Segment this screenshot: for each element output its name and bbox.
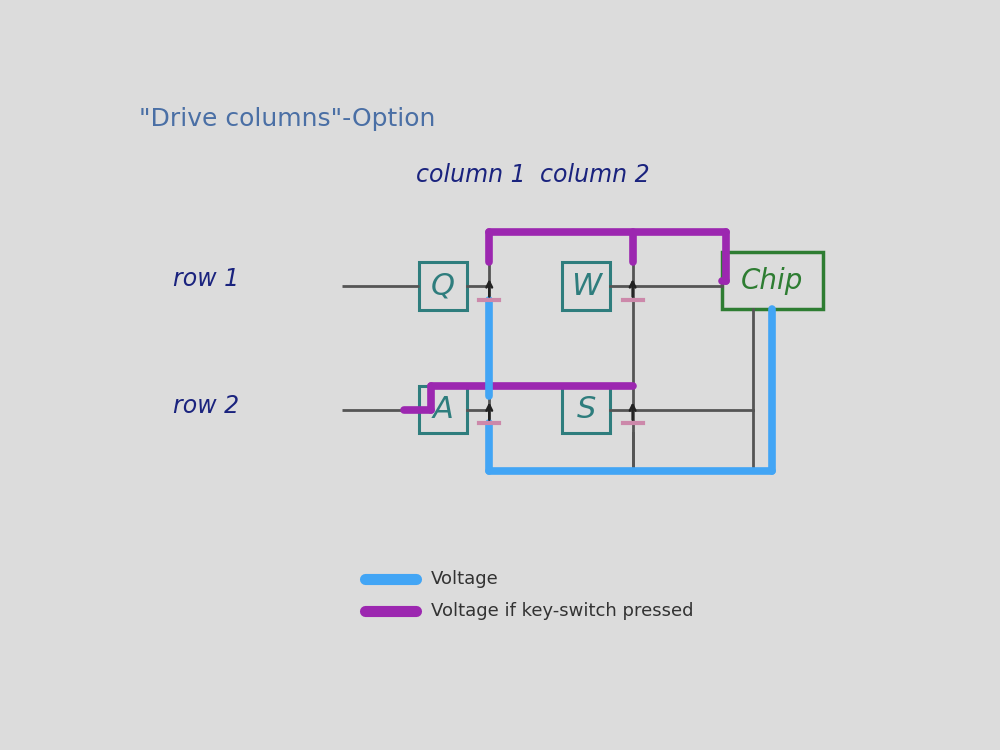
Text: row 2: row 2 bbox=[173, 394, 239, 418]
Text: A: A bbox=[432, 395, 453, 424]
Bar bbox=[419, 262, 467, 310]
Bar bbox=[562, 262, 610, 310]
Text: "Drive columns"-Option: "Drive columns"-Option bbox=[139, 107, 435, 131]
Text: Voltage if key-switch pressed: Voltage if key-switch pressed bbox=[431, 602, 694, 620]
Text: Chip: Chip bbox=[741, 266, 803, 295]
Text: S: S bbox=[576, 395, 596, 424]
Bar bbox=[562, 386, 610, 433]
Bar bbox=[419, 386, 467, 433]
Text: column 1: column 1 bbox=[416, 164, 525, 188]
Text: row 1: row 1 bbox=[173, 267, 239, 291]
Text: Voltage: Voltage bbox=[431, 570, 499, 588]
Bar bbox=[722, 252, 822, 310]
Text: Q: Q bbox=[431, 272, 455, 301]
Text: column 2: column 2 bbox=[540, 164, 649, 188]
Text: W: W bbox=[571, 272, 601, 301]
